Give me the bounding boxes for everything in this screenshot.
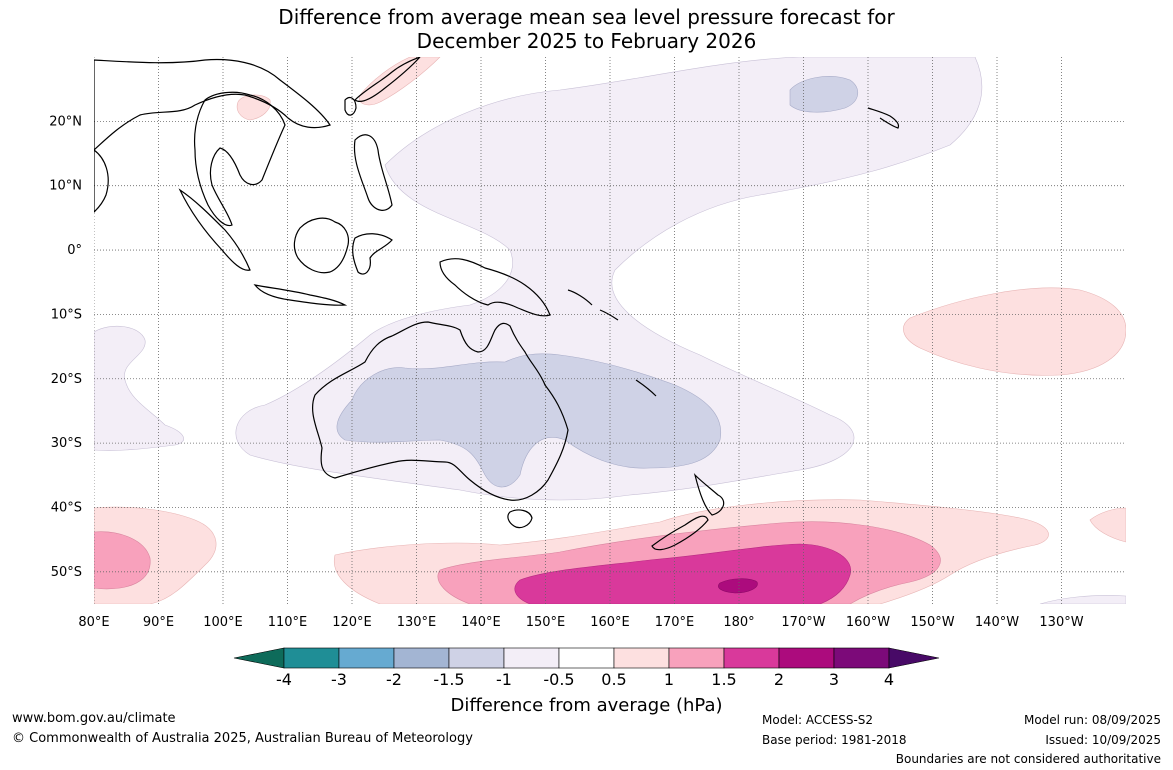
- colour-bar-swatch: [283, 647, 340, 669]
- coast-java: [253, 284, 348, 306]
- graticule: [94, 57, 1126, 604]
- anomaly-region-mid-pink-west: [94, 531, 151, 590]
- longitude-label: 150°W: [910, 615, 954, 630]
- issued-date: Issued: 10/09/2025: [1045, 733, 1161, 747]
- anomaly-fields: [94, 57, 1126, 604]
- colour-bar-swatch: [613, 647, 670, 669]
- anomaly-region-pink-far-east: [1089, 507, 1126, 543]
- colour-bar-title: Difference from average (hPa): [450, 695, 723, 716]
- latitude-label: 20°N: [49, 114, 82, 129]
- coast-new-caledonia: [635, 379, 657, 397]
- colour-bar-tick-label: 4: [883, 670, 895, 689]
- colour-bar-swatch: [833, 647, 890, 669]
- longitude-label: 160°W: [846, 615, 890, 630]
- longitude-label: 170°E: [655, 615, 695, 630]
- anomaly-region-blue-north-pacific: [789, 76, 858, 113]
- colour-bar-swatch: [778, 647, 835, 669]
- title-line-2: December 2025 to February 2026: [416, 29, 757, 53]
- latitude-label: 0°: [67, 243, 82, 258]
- longitude-label: 90°E: [143, 615, 174, 630]
- colour-bar-tick-label: 0.5: [601, 670, 627, 689]
- base-period: Base period: 1981-2018: [762, 733, 907, 747]
- longitude-label: 140°W: [975, 615, 1019, 630]
- colour-bar-tick-label: -1.5: [433, 670, 465, 689]
- colour-bar-swatch: [558, 647, 615, 669]
- colour-bar-swatch: [723, 647, 780, 669]
- longitude-label: 150°E: [526, 615, 566, 630]
- longitude-label: 170°W: [781, 615, 825, 630]
- latitude-label: 20°S: [51, 372, 82, 387]
- colour-bar-high-extension: [888, 647, 940, 669]
- coast-australia: [311, 321, 569, 501]
- coast-solomon-islands: [567, 289, 619, 321]
- model-name: Model: ACCESS-S2: [762, 713, 874, 727]
- copyright-notice: © Commonwealth of Australia 2025, Austra…: [12, 731, 473, 746]
- colour-bar-swatch: [668, 647, 725, 669]
- coast-taiwan: [344, 97, 357, 116]
- latitude-label: 40°S: [51, 500, 82, 515]
- coast-new-guinea: [439, 258, 551, 317]
- colour-bar-tick-label: -0.5: [543, 670, 575, 689]
- title-line-1: Difference from average mean sea level p…: [278, 5, 895, 29]
- coast-philippines: [353, 134, 393, 211]
- coast-sulawesi: [352, 233, 393, 275]
- coast-new-zealand-north: [693, 473, 725, 516]
- coastlines: [94, 57, 900, 551]
- colour-bar-tick-label: -1: [496, 670, 512, 689]
- anomaly-region-blue-australia: [336, 353, 722, 488]
- latitude-label: 50°S: [51, 565, 82, 580]
- latitude-label: 30°S: [51, 436, 82, 451]
- anomaly-region-pink-coral-sea: [903, 287, 1126, 376]
- coast-tasmania: [507, 509, 533, 529]
- colour-bar-tick-label: -2: [386, 670, 402, 689]
- latitude-labels: 20°N 10°N 0° 10°S 20°S 30°S 40°S 50°S: [49, 114, 82, 579]
- coast-sumatra: [178, 188, 251, 271]
- colour-bar-tick-label: 1.5: [711, 670, 737, 689]
- model-run-date: Model run: 08/09/2025: [1023, 713, 1161, 727]
- latitude-label: 10°S: [51, 307, 82, 322]
- map-title: Difference from average mean sea level p…: [0, 5, 1173, 53]
- coast-japan: [354, 57, 421, 102]
- coast-new-zealand-south: [651, 515, 709, 551]
- longitude-label: 140°E: [461, 615, 501, 630]
- longitude-label: 100°E: [203, 615, 243, 630]
- longitude-label: 180°: [723, 615, 754, 630]
- longitude-label: 160°E: [590, 615, 630, 630]
- colour-bar-tick-label: 3: [828, 670, 840, 689]
- anomaly-region-lavender-west: [94, 325, 185, 451]
- anomaly-region-magenta: [514, 543, 852, 604]
- latitude-label: 10°N: [49, 179, 82, 194]
- coast-china: [94, 58, 331, 151]
- colour-bar-swatch: [338, 647, 395, 669]
- website-link[interactable]: www.bom.gov.au/climate: [12, 711, 176, 726]
- longitude-label: 130°W: [1039, 615, 1083, 630]
- colour-bar: [233, 647, 940, 669]
- longitude-label: 130°E: [397, 615, 437, 630]
- boundaries-disclaimer: Boundaries are not considered authoritat…: [895, 752, 1161, 766]
- longitude-label: 80°E: [78, 615, 109, 630]
- colour-bar-low-extension: [233, 647, 285, 669]
- colour-bar-tick-label: 1: [663, 670, 675, 689]
- anomaly-region-dark-magenta: [718, 578, 758, 594]
- colour-bar-swatch: [503, 647, 560, 669]
- anomaly-region-lavender-southeast: [1039, 595, 1126, 604]
- coast-india: [94, 149, 109, 213]
- colour-bar-tick-label: 2: [773, 670, 785, 689]
- coast-borneo: [293, 217, 350, 274]
- colour-bar-tick-labels: -4 -3 -2 -1.5 -1 -0.5 0.5 1 1.5 2 3 4: [0, 670, 1173, 692]
- colour-bar-swatch: [393, 647, 450, 669]
- longitude-label: 110°E: [268, 615, 308, 630]
- colour-bar-tick-label: -3: [331, 670, 347, 689]
- colour-bar-tick-label: -4: [276, 670, 292, 689]
- coast-hawaii: [867, 107, 900, 129]
- longitude-label: 120°E: [332, 615, 372, 630]
- coast-indochina: [193, 91, 286, 227]
- colour-bar-swatch: [448, 647, 505, 669]
- longitude-labels: 80°E 90°E 100°E 110°E 120°E 130°E 140°E 150°E 16…: [78, 615, 1083, 630]
